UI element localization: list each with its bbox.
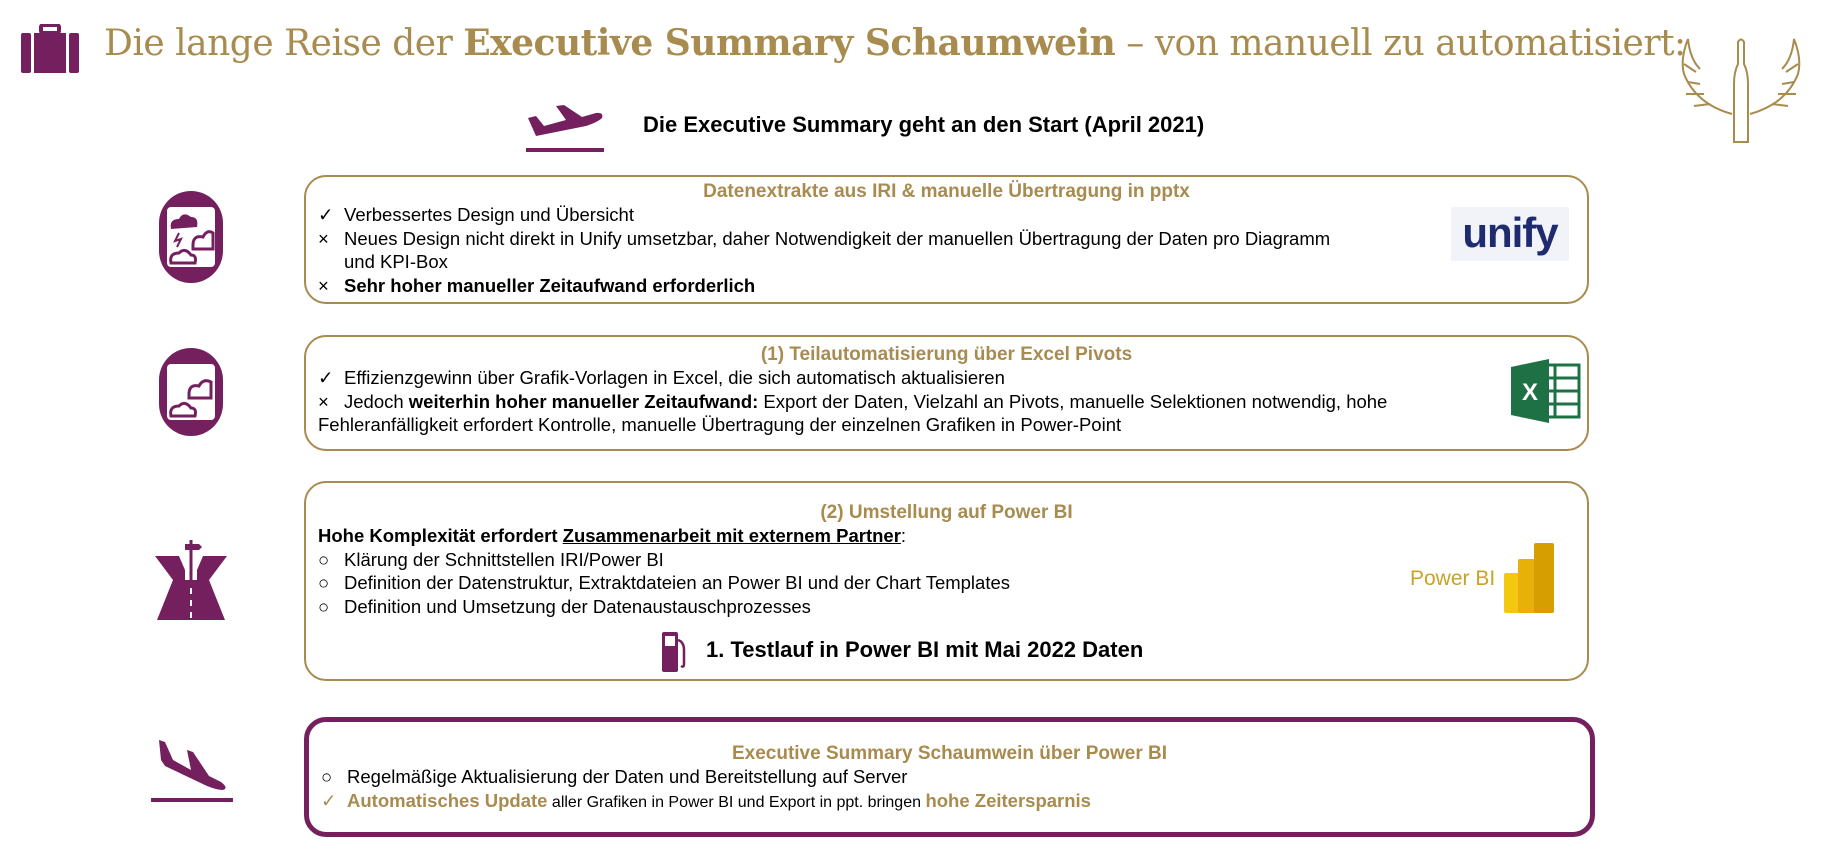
step-intro: Hohe Komplexität erfordert Zusammenarbei… xyxy=(318,525,907,546)
page-title: Die lange Reise der Executive Summary Sc… xyxy=(104,22,1686,64)
list-item: × Sehr hoher manueller Zeitaufwand erford… xyxy=(318,274,756,296)
step-box-excel-pivots: (1) Teilautomatisierung über Excel Pivot… xyxy=(304,335,1589,451)
list-item-continued: Fehleranfälligkeit erfordert Kontrolle, … xyxy=(318,414,1122,435)
landing-plane-icon xyxy=(151,740,233,802)
list-item: ○ Definition der Datenstruktur, Extraktda… xyxy=(318,572,1011,593)
suitcase-icon xyxy=(21,24,79,73)
takeoff-plane-icon xyxy=(526,105,604,152)
unify-logo: unify xyxy=(1451,207,1569,261)
milestone-text: 1. Testlauf in Power BI mit Mai 2022 Dat… xyxy=(706,637,1144,662)
svg-text:X: X xyxy=(1522,379,1538,406)
list-item: ✓ Verbessertes Design und Übersicht xyxy=(318,204,634,225)
step-heading: Executive Summary Schaumwein über Power … xyxy=(731,743,1168,764)
subtitle: Die Executive Summary geht an den Start … xyxy=(643,112,1205,137)
winged-bottle-logo xyxy=(1681,38,1801,143)
list-item: ○ Regelmäßige Aktualisierung der Daten un… xyxy=(321,766,908,787)
step-heading: (2) Umstellung auf Power BI xyxy=(820,502,1073,523)
power-bi-logo-text: Power BI xyxy=(1410,567,1496,590)
airplane-window-storm-icon xyxy=(159,191,223,283)
step-box-power-bi: (2) Umstellung auf Power BI Hohe Komplex… xyxy=(304,481,1589,681)
list-item: × Neues Design nicht direkt in Unify umse… xyxy=(318,227,1331,249)
list-item: × Jedoch weiterhin hoher manueller Zeitau… xyxy=(318,390,1388,412)
step-heading: (1) Teilautomatisierung über Excel Pivot… xyxy=(760,344,1133,365)
power-bi-logo xyxy=(1504,543,1554,613)
step-box-datenextrakte: Datenextrakte aus IRI & manuelle Übertra… xyxy=(304,175,1589,304)
list-item: ✓ Automatisches Update aller Grafiken in … xyxy=(321,789,1091,811)
list-item: ✓ Effizienzgewinn über Grafik-Vorlagen in… xyxy=(318,367,1005,388)
step-box-final: Executive Summary Schaumwein über Power … xyxy=(304,717,1595,837)
fuel-pump-icon xyxy=(662,632,686,672)
list-item-continued: und KPI-Box xyxy=(344,251,448,272)
step-heading: Datenextrakte aus IRI & manuelle Übertra… xyxy=(703,181,1190,202)
list-item: ○ Definition und Umsetzung der Datenausta… xyxy=(318,595,811,617)
airplane-window-cloud-icon xyxy=(159,348,223,436)
excel-logo: X xyxy=(1511,359,1581,423)
list-item: ○ Klärung der Schnittstellen IRI/Power BI xyxy=(318,548,664,570)
runway-signpost-icon xyxy=(155,540,227,620)
